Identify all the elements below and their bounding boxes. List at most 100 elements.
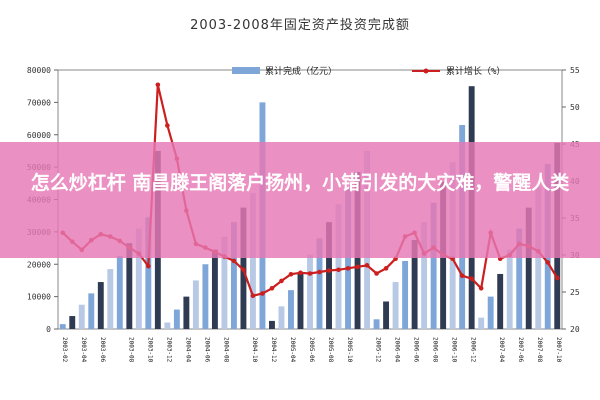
bar (59, 324, 66, 329)
bar (373, 319, 380, 329)
bar (392, 282, 399, 329)
growth-point (364, 263, 370, 268)
growth-point (469, 276, 474, 281)
bar (335, 204, 342, 329)
left-axis-tick-label: 10000 (27, 293, 51, 302)
bar (249, 193, 256, 329)
bar (202, 264, 209, 329)
bar (107, 269, 114, 329)
x-tick-label: 2003-08 (127, 337, 134, 363)
x-tick-label: 2005-06 (308, 337, 315, 363)
legend-bar-label: 累计完成（亿元） (265, 65, 337, 77)
left-axis-tick-label: 80000 (27, 66, 51, 75)
growth-point (146, 263, 151, 269)
growth-point (269, 286, 275, 291)
bar (411, 239, 418, 329)
legend-line-label: 累计增长（%） (446, 65, 505, 77)
growth-point (317, 269, 322, 275)
x-tick-label: 2003-12 (165, 337, 172, 363)
right-axis-tick-label: 55 (570, 66, 580, 75)
x-tick-label: 2006-06 (413, 337, 420, 363)
growth-point (231, 258, 237, 264)
x-tick-label: 2006-10 (451, 337, 458, 363)
growth-point (250, 293, 256, 299)
bar (307, 254, 313, 329)
growth-point (545, 260, 551, 265)
bar (297, 272, 304, 329)
x-tick-label: 2007-04 (498, 337, 505, 363)
growth-point (374, 271, 379, 276)
growth-point (383, 266, 389, 271)
x-tick-label: 2003-04 (80, 337, 87, 363)
headline-banner (0, 142, 600, 258)
x-tick-label: 2006-12 (470, 337, 477, 363)
bar (135, 228, 142, 329)
growth-point (241, 267, 246, 273)
bar (345, 188, 351, 329)
bar (402, 261, 409, 329)
right-axis-tick-label: 20 (570, 325, 580, 334)
growth-point (355, 264, 360, 270)
left-axis-tick-label: 0 (46, 325, 51, 334)
bar (230, 222, 237, 329)
bar (173, 309, 180, 329)
bar (192, 280, 199, 329)
growth-point (554, 275, 560, 281)
bar (478, 317, 485, 329)
x-tick-label: 2003-10 (146, 337, 153, 363)
x-tick-label: 2007-10 (555, 337, 562, 363)
bar (126, 243, 133, 329)
chart-title: 2003-2008年固定资产投资完成额 (190, 18, 410, 33)
x-tick-label: 2005-04 (289, 337, 296, 363)
x-tick-label: 2004-12 (270, 337, 277, 363)
bar (78, 304, 85, 329)
x-tick-label: 2004-04 (184, 337, 191, 363)
growth-point (345, 266, 351, 271)
bar (288, 290, 294, 329)
bar (326, 222, 332, 329)
right-axis-tick-label: 50 (570, 103, 580, 112)
bar (525, 207, 532, 329)
x-tick-label: 2005-08 (327, 337, 334, 363)
bar (221, 236, 228, 329)
bar (430, 202, 437, 329)
x-tick-label: 2003-06 (99, 337, 106, 363)
x-tick-label: 2006-04 (394, 337, 401, 363)
growth-point (326, 268, 332, 273)
left-axis-tick-label: 20000 (27, 260, 51, 269)
growth-point (279, 278, 284, 284)
legend-line-marker (423, 68, 429, 74)
x-tick-label: 2004-06 (203, 337, 210, 363)
bar (183, 296, 190, 329)
bar (88, 293, 95, 329)
x-tick-label: 2004-10 (251, 337, 258, 363)
growth-point (478, 286, 484, 291)
bar (497, 273, 504, 329)
bar (69, 316, 76, 329)
left-axis-tick-label: 60000 (27, 131, 51, 140)
bar (316, 238, 323, 329)
growth-point (307, 271, 313, 276)
bar (269, 320, 275, 329)
bar (97, 282, 104, 329)
bar (278, 306, 285, 329)
bar (487, 296, 494, 329)
bar (211, 249, 218, 329)
growth-point (298, 270, 303, 276)
left-axis-tick-label: 70000 (27, 98, 51, 107)
bar (516, 228, 523, 329)
x-tick-label: 2007-06 (517, 337, 524, 363)
bar (116, 256, 123, 329)
growth-point (155, 82, 161, 88)
bar (421, 222, 428, 329)
bar (383, 301, 390, 329)
bar (164, 322, 171, 329)
growth-point (260, 291, 265, 296)
right-axis-tick-label: 25 (570, 288, 580, 297)
headline-text[interactable]: 怎么炒杠杆 南昌滕王阁落户扬州，小错引发的大灾难，警醒人类 (30, 172, 570, 194)
x-tick-label: 2003-02 (61, 337, 68, 363)
legend-bar-swatch (232, 67, 260, 74)
growth-point (459, 273, 465, 279)
x-tick-label: 2005-10 (346, 337, 353, 363)
x-tick-label: 2007-08 (536, 337, 543, 363)
